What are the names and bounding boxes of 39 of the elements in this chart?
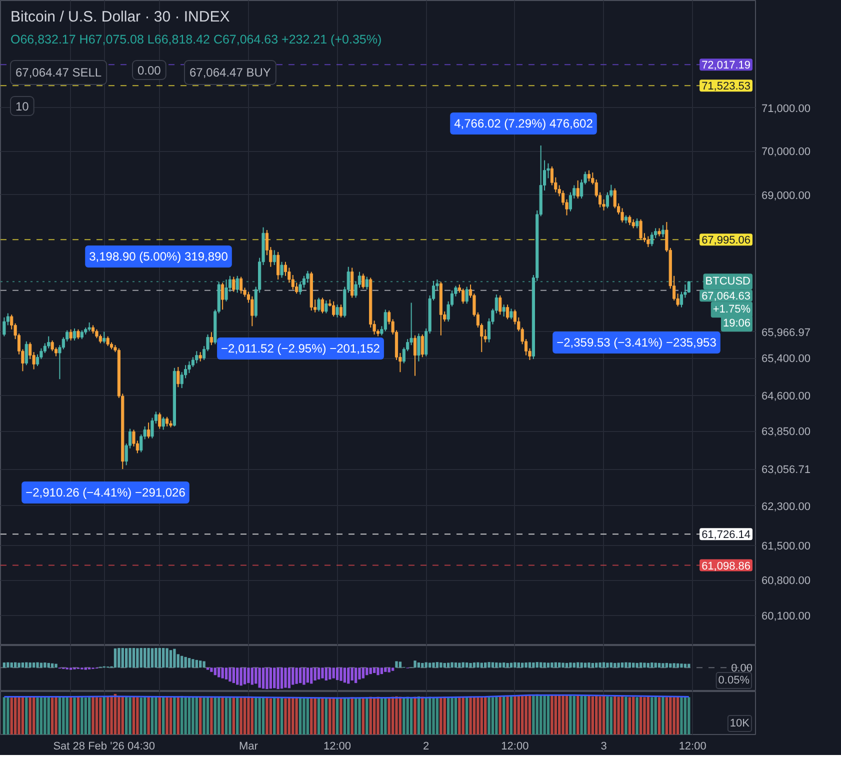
x-tick-label: 2: [423, 740, 430, 752]
ref-line-label: 72,017.19: [702, 60, 750, 72]
x-tick-label: Mar: [238, 740, 258, 752]
x-tick-label: 12:00: [678, 740, 706, 752]
y-tick-label: 63,850.00: [762, 426, 810, 438]
annotation: 0.05%: [718, 674, 750, 686]
ref-line-label: 61,726.14: [702, 529, 750, 542]
annotation: 67,064.47 BUY: [190, 66, 271, 80]
annotation: −2,910.26 (−4.41%) −291,026: [26, 486, 186, 500]
y-tick-label: 62,300.00: [762, 500, 810, 513]
annotation: 4,766.02 (7.29%) 476,602: [454, 116, 594, 130]
ref-line-label: 0.00: [731, 662, 753, 675]
y-tick-label: 63,056.71: [762, 464, 810, 476]
annotation: 0.00: [138, 64, 162, 78]
y-tick-label: 65,400.00: [762, 353, 810, 366]
x-tick-label: 3: [600, 740, 607, 752]
y-tick-label: 70,000.00: [762, 146, 810, 158]
ref-line-label: BTCUSD 67,064.63 +1.75% 19:06: [702, 276, 751, 330]
annotation: −2,359.53 (−3.41%) −235,953: [556, 336, 717, 350]
ref-line-label: 61,098.86: [702, 560, 750, 572]
y-tick-label: 69,000.00: [762, 190, 810, 202]
x-tick-label: 12:00: [324, 740, 352, 752]
y-tick-label: 65,966.97: [762, 326, 810, 339]
annotation: −2,011.52 (−2.95%) −201,152: [221, 342, 380, 356]
annotation: 10: [16, 100, 30, 114]
text: O66,832.17 H67,075.08 L66,818.42 C67,064.63 +232.21 (+0.35%): [10, 32, 382, 46]
ref-line-label: 67,995.06: [702, 234, 750, 247]
y-tick-label: 64,600.00: [762, 390, 810, 403]
y-tick-label: 60,800.00: [762, 575, 810, 588]
y-tick-label: 61,500.00: [762, 540, 810, 552]
text: Bitcoin / U.S. Dollar · 30 · INDEX: [10, 8, 230, 26]
annotation: 67,064.47 SELL: [16, 66, 102, 80]
annotation: 3,198.90 (5.00%) 319,890: [89, 250, 228, 264]
annotation: 10K: [730, 718, 750, 730]
x-tick-label: 12:00: [501, 740, 529, 752]
x-tick-label: Sat 28 Feb '26 04:30: [53, 740, 156, 752]
y-tick-label: 60,100.00: [762, 610, 810, 622]
y-tick-label: 71,000.00: [762, 102, 810, 115]
ref-line-label: 71,523.53: [702, 80, 750, 93]
